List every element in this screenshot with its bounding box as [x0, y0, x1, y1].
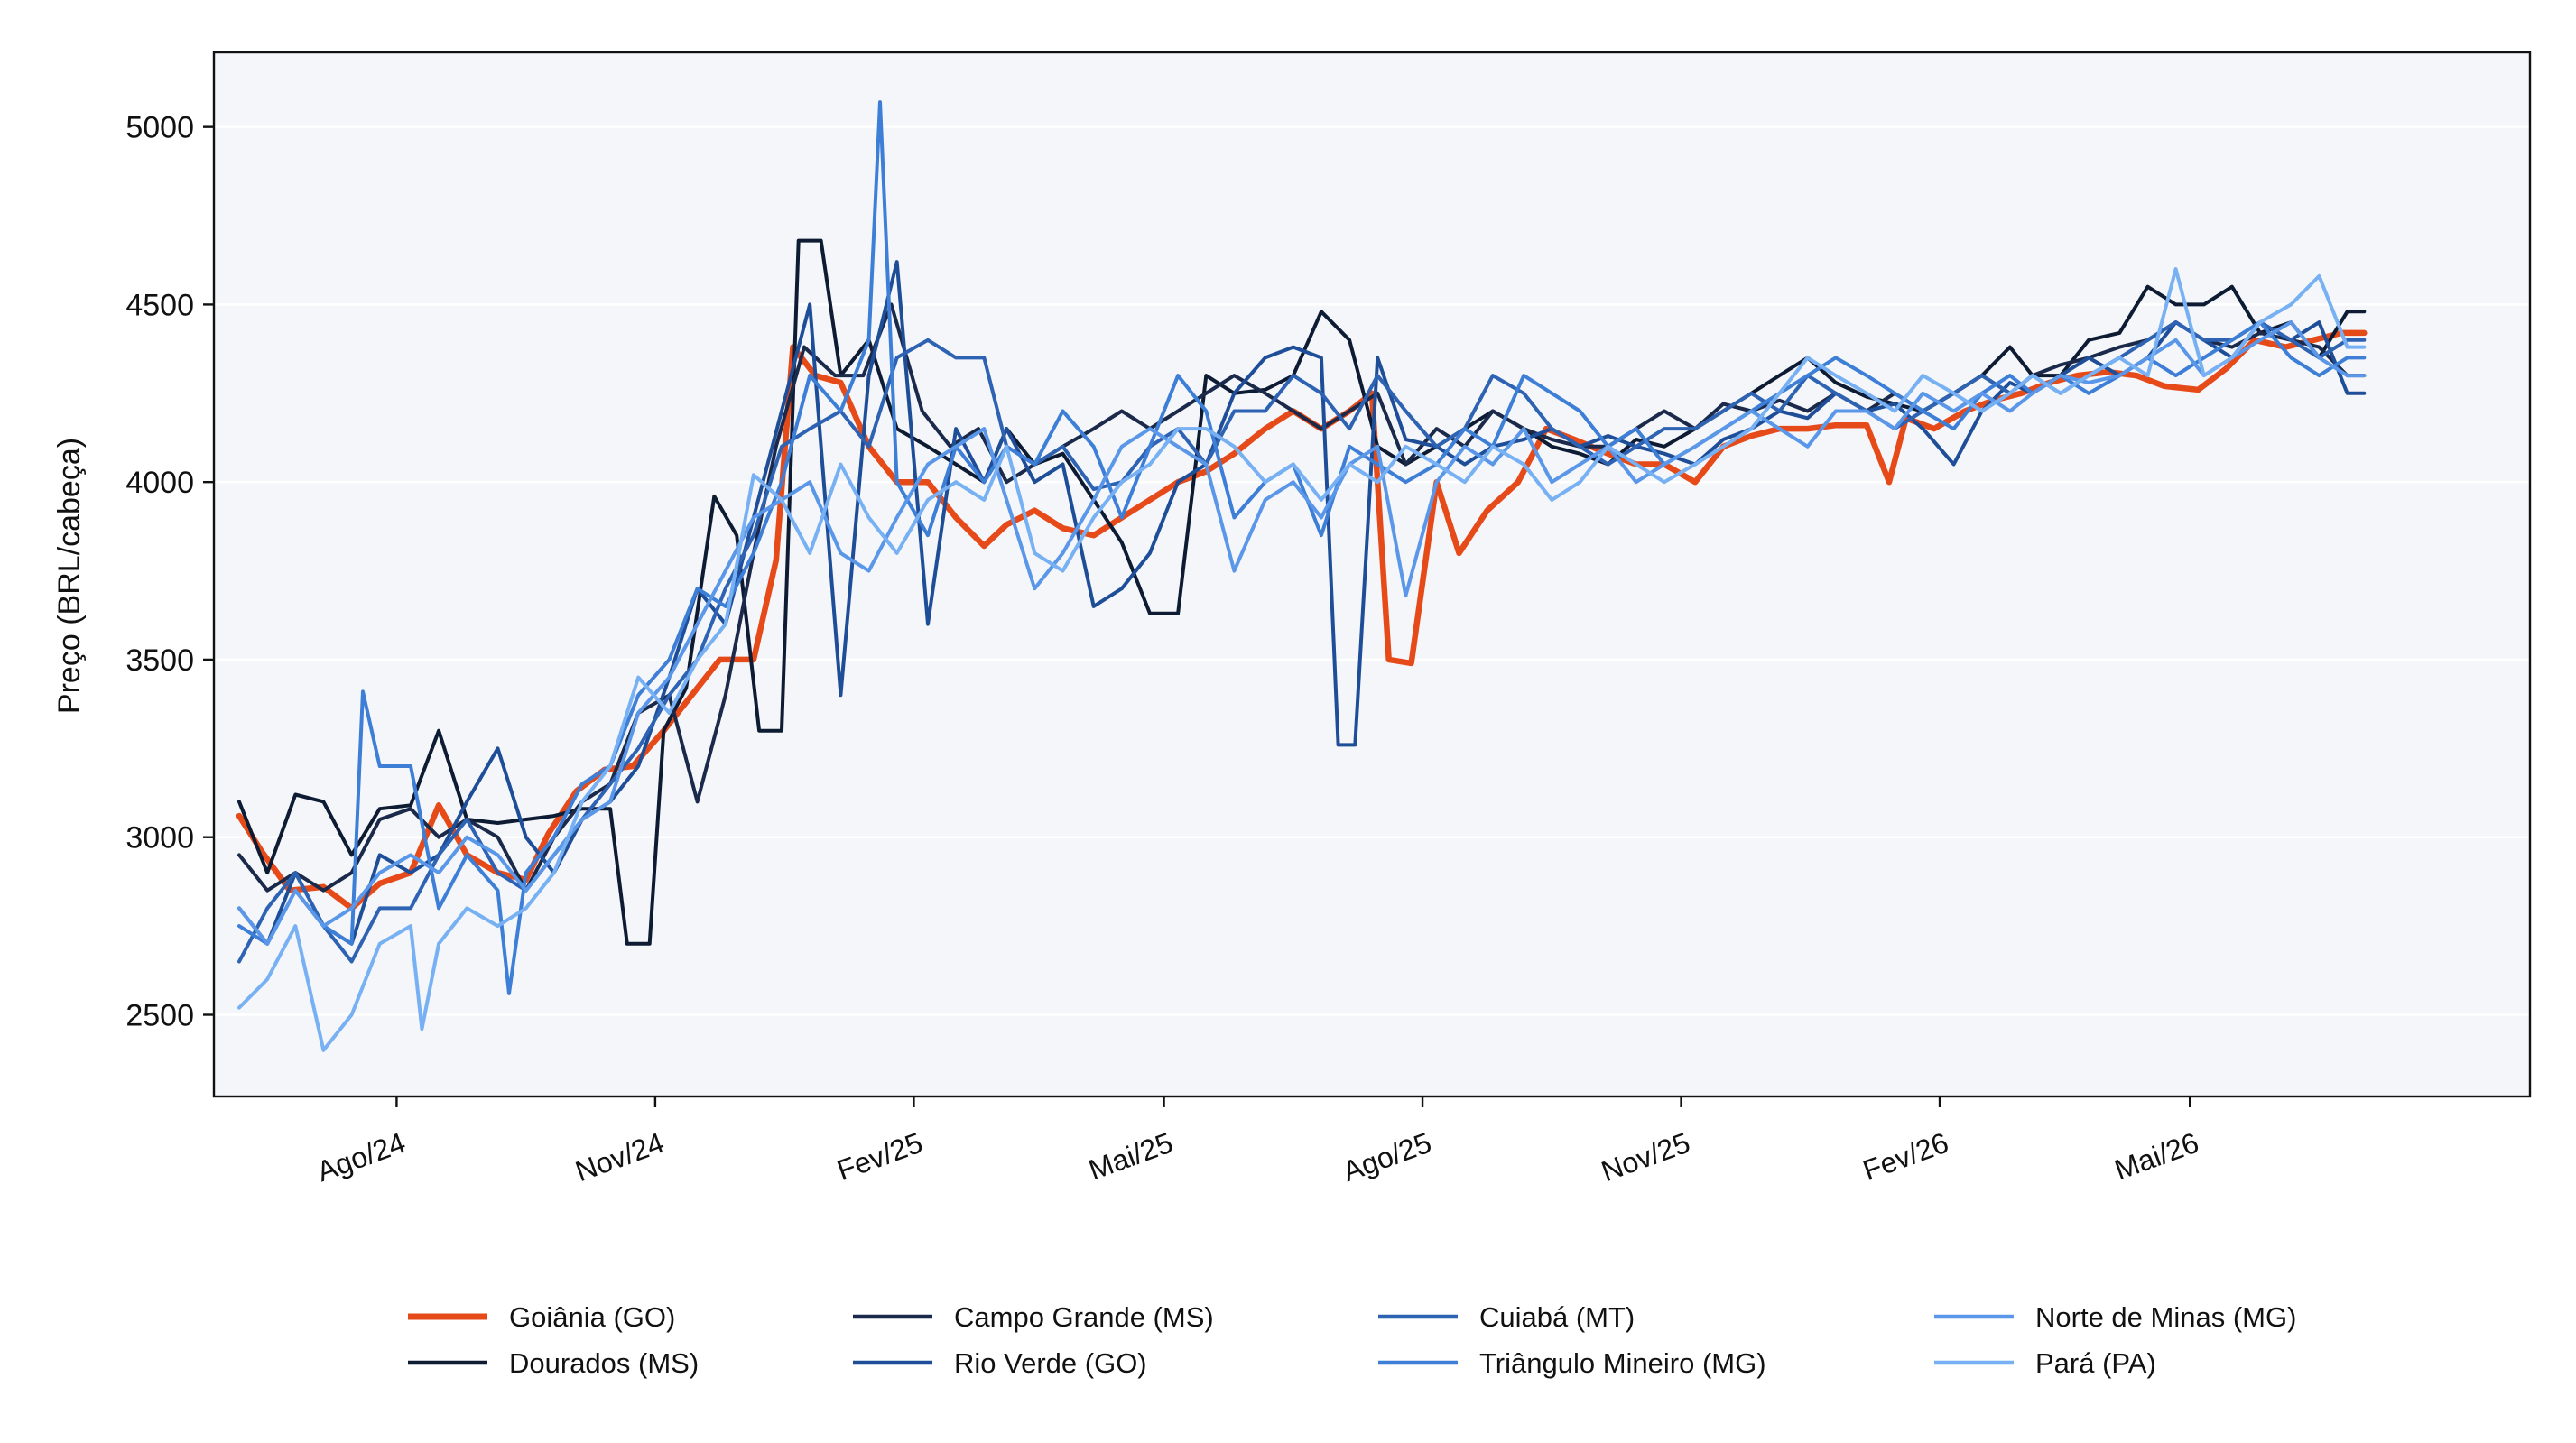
y-tick-label: 4500: [125, 288, 194, 322]
legend-label: Dourados (MS): [509, 1347, 699, 1379]
y-tick-label: 3000: [125, 821, 194, 856]
plot-frame: [212, 51, 2532, 1098]
x-tick-label: Fev/25: [833, 1126, 927, 1187]
legend-label: Pará (PA): [2035, 1347, 2156, 1379]
y-tick-label: 5000: [125, 111, 194, 145]
y-tick-label: 3500: [125, 643, 194, 678]
legend-label: Cuiabá (MT): [1479, 1301, 1635, 1333]
legend: Goiânia (GO) Dourados (MS) Campo Grande (M…: [408, 1301, 2296, 1379]
x-tick-label: Mai/25: [1084, 1126, 1177, 1187]
series-lines: [236, 100, 2368, 1052]
legend-label: Rio Verde (GO): [954, 1347, 1147, 1379]
legend-label: Triângulo Mineiro (MG): [1479, 1347, 1766, 1379]
legend-label: Goiânia (GO): [509, 1301, 675, 1333]
plot-background: [214, 52, 2530, 1096]
x-tick-label: Fev/26: [1858, 1126, 1952, 1187]
x-tick-label: Mai/26: [2110, 1126, 2203, 1187]
y-axis-label: Preço (BRL/cabeça): [52, 438, 87, 714]
x-tick-label: Ago/24: [312, 1126, 410, 1189]
y-tick-label: 2500: [125, 998, 194, 1032]
series-line-7: [237, 320, 2367, 946]
x-tick-label: Ago/25: [1339, 1126, 1436, 1189]
series-line-8: [237, 267, 2367, 1052]
series-line-2: [237, 238, 2367, 946]
legend-label: Norte de Minas (MG): [2035, 1301, 2296, 1333]
y-tick-label: 4000: [125, 466, 194, 500]
legend-label: Campo Grande (MS): [954, 1301, 1214, 1333]
x-axis: Ago/24 Nov/24 Fev/25 Mai/25 Ago/25 Nov/25 Fev/…: [312, 1096, 2203, 1189]
x-tick-label: Nov/25: [1597, 1126, 1694, 1189]
grid-lines: [214, 125, 2530, 1016]
x-tick-label: Nov/24: [571, 1126, 669, 1189]
y-axis: 2500 3000 3500 4000 4500 5000: [125, 111, 214, 1032]
